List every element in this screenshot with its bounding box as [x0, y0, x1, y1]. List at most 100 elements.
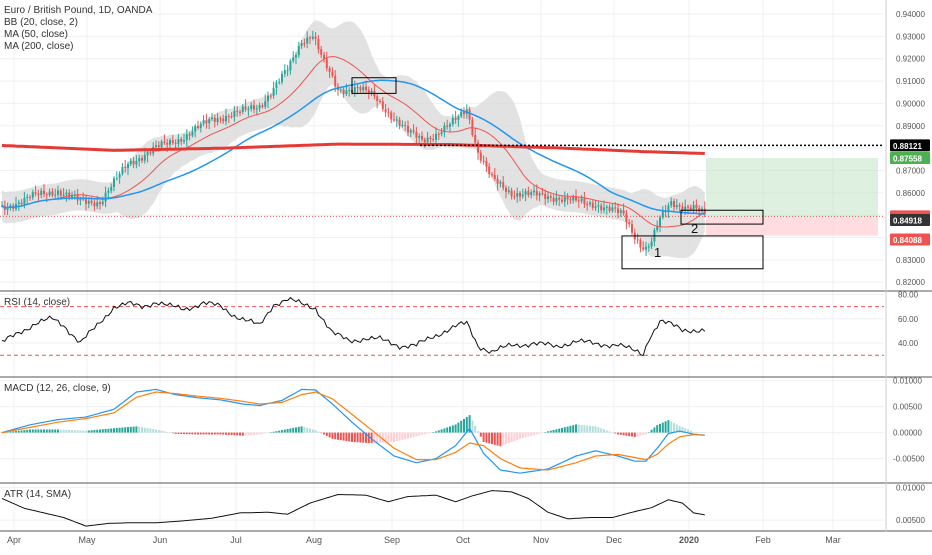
- candle-body: [269, 95, 272, 97]
- macd-histogram-bar: [664, 421, 667, 433]
- candle-body: [348, 89, 351, 91]
- macd-histogram-bar: [306, 427, 309, 433]
- candle-body: [191, 131, 194, 136]
- candle-body: [345, 90, 348, 95]
- macd-histogram-bar: [524, 432, 527, 438]
- macd-histogram-bar: [650, 429, 653, 433]
- atr-legend[interactable]: ATR (14, SMA): [4, 489, 71, 500]
- macd-histogram-bar: [659, 423, 661, 433]
- macd-histogram-bar: [633, 432, 636, 437]
- x-tick-label: 2020: [679, 535, 699, 545]
- candle-body: [23, 197, 26, 205]
- macd-histogram-bar: [230, 432, 233, 436]
- macd-histogram-bar: [337, 432, 339, 440]
- macd-histogram-bar: [261, 432, 264, 434]
- macd-histogram-bar: [367, 432, 370, 444]
- macd-histogram-bar: [177, 432, 180, 434]
- macd-histogram-bar: [589, 425, 591, 433]
- macd-histogram-bar: [370, 432, 373, 444]
- macd-histogram-bar: [681, 426, 684, 433]
- candle-body: [272, 88, 275, 96]
- candle-body: [342, 89, 345, 95]
- macd-histogram-bar: [625, 432, 628, 436]
- x-tick-label: Jun: [153, 535, 168, 545]
- macd-histogram-bar: [689, 430, 692, 433]
- macd-histogram-bar: [580, 425, 583, 433]
- macd-tick-label: 0.00500: [893, 403, 922, 412]
- macd-histogram-bar: [614, 432, 617, 434]
- stop-zone: [706, 216, 878, 236]
- candle-body: [132, 160, 135, 165]
- macd-histogram-bar: [555, 429, 558, 433]
- candle-body: [90, 200, 93, 203]
- consolidation-box: [351, 77, 397, 94]
- ma200-legend[interactable]: MA (200, close): [4, 41, 73, 52]
- candle-body: [62, 194, 65, 196]
- candle-body: [533, 190, 535, 193]
- macd-histogram-bar: [65, 429, 68, 433]
- macd-histogram-bar: [222, 432, 225, 435]
- macd-histogram-bar: [432, 432, 435, 433]
- macd-legend[interactable]: MACD (12, 26, close, 9): [4, 383, 111, 394]
- candle-body: [541, 193, 544, 195]
- candle-body: [306, 37, 309, 44]
- macd-histogram-bar: [297, 426, 300, 433]
- candle-body: [110, 186, 113, 191]
- atr-panel: [1, 490, 705, 527]
- macd-histogram-bar: [180, 432, 183, 435]
- candle-body: [477, 142, 479, 153]
- bb-legend[interactable]: BB (20, close, 2): [4, 17, 78, 28]
- macd-histogram-bar: [493, 432, 496, 445]
- candle-body: [670, 200, 673, 206]
- candle-body: [499, 182, 502, 184]
- macd-histogram-bar: [253, 432, 255, 435]
- macd-histogram-bar: [292, 427, 295, 433]
- macd-histogram-bar: [160, 430, 163, 433]
- candle-body: [505, 187, 507, 192]
- macd-histogram-bar: [407, 432, 409, 439]
- candle-body: [622, 210, 625, 214]
- macd-histogram-bar: [348, 432, 351, 442]
- candle-body: [673, 200, 675, 208]
- candle-body: [538, 193, 541, 196]
- macd-histogram-bar: [401, 432, 404, 440]
- macd-histogram-bar: [521, 432, 524, 439]
- macd-histogram-bar: [583, 425, 586, 433]
- candle-body: [211, 117, 213, 120]
- macd-histogram-bar: [317, 431, 320, 433]
- macd-histogram-bar: [572, 425, 575, 433]
- macd-histogram-bar: [591, 426, 594, 433]
- candle-body: [387, 112, 390, 114]
- candle-body: [216, 118, 219, 122]
- macd-histogram-bar: [73, 430, 76, 433]
- x-tick-label: Jul: [230, 535, 242, 545]
- candle-body: [171, 140, 174, 143]
- macd-histogram-bar: [300, 426, 303, 433]
- candle-body: [255, 108, 258, 110]
- macd-histogram-bar: [449, 426, 451, 433]
- ma50-legend[interactable]: MA (50, close): [4, 29, 68, 40]
- symbol-title[interactable]: Euro / British Pound, 1D, OANDA: [4, 5, 153, 16]
- macd-histogram-bar: [247, 432, 250, 436]
- candle-body: [381, 101, 384, 110]
- candle-body: [202, 120, 205, 124]
- candle-body: [183, 140, 185, 142]
- candle-body: [619, 210, 622, 213]
- macd-histogram-bar: [398, 432, 401, 441]
- candle-body: [675, 205, 678, 208]
- macd-histogram-bar: [586, 425, 589, 433]
- candle-body: [561, 199, 563, 202]
- macd-histogram-bar: [339, 432, 342, 441]
- macd-histogram-bar: [90, 430, 93, 433]
- rsi-legend[interactable]: RSI (14, close): [4, 297, 70, 308]
- candle-body: [482, 160, 485, 162]
- macd-histogram-bar: [205, 432, 208, 435]
- macd-histogram-bar: [342, 432, 345, 441]
- macd-histogram-bar: [443, 428, 446, 433]
- macd-histogram-bar: [311, 429, 314, 433]
- candle-body: [68, 192, 71, 198]
- candle-body: [57, 190, 59, 195]
- candle-body: [85, 199, 87, 204]
